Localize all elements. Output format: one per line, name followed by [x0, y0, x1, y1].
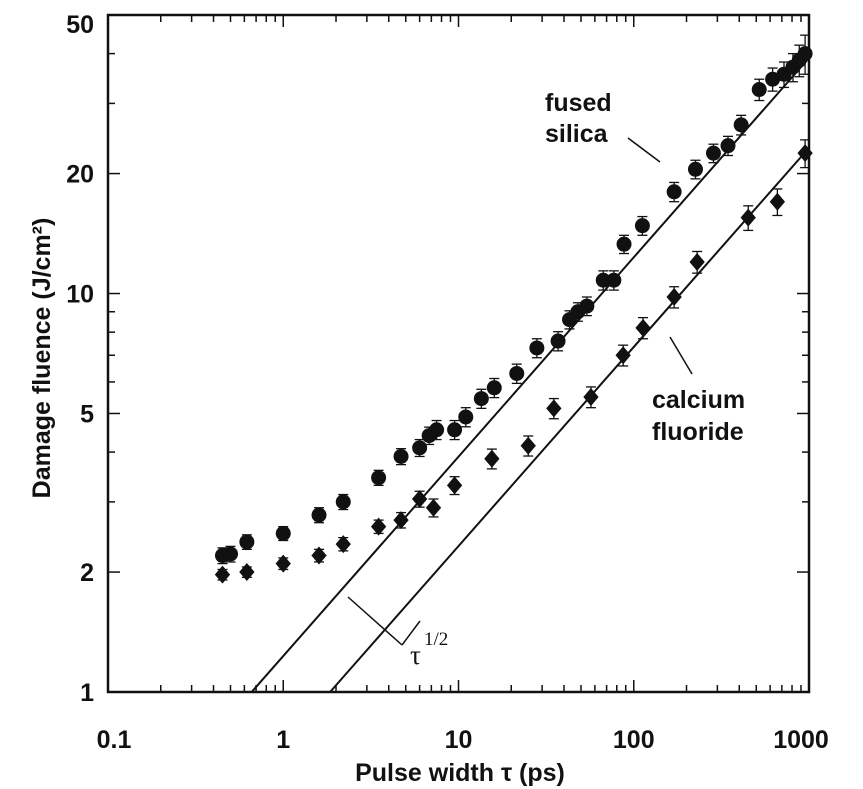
y-tick-label: 50: [66, 11, 94, 39]
x-tick-label: 0.1: [97, 726, 132, 754]
data-point-diamond: [769, 192, 786, 211]
data-point-circle: [687, 161, 703, 177]
data-point-diamond: [446, 476, 463, 495]
fit-line: [250, 57, 810, 693]
data-point-circle: [447, 422, 463, 438]
data-point-diamond: [311, 546, 327, 565]
data-point-circle: [222, 546, 238, 562]
data-point-circle: [509, 365, 525, 381]
data-point-diamond: [520, 436, 536, 455]
data-point-diamond: [335, 535, 351, 554]
fit-line: [329, 147, 810, 693]
data-point-circle: [311, 507, 327, 523]
x-tick-label: 1: [276, 726, 290, 754]
y-tick-label: 10: [66, 281, 94, 309]
y-axis-title: Damage fluence (J/cm²): [28, 218, 56, 499]
annotation-tau-pointer-right: [401, 620, 421, 646]
annotation-fused-silica-pointer: [627, 137, 661, 163]
data-point-diamond: [370, 517, 387, 536]
data-point-diamond: [214, 565, 231, 584]
data-point-circle: [486, 380, 502, 396]
y-tick-label: 20: [66, 161, 94, 189]
data-point-diamond: [740, 208, 756, 227]
data-point-circle: [429, 422, 445, 438]
annotation-tau-pointer-left: [347, 596, 403, 646]
data-point-circle: [595, 272, 611, 288]
data-point-circle: [458, 409, 474, 425]
data-point-diamond: [411, 490, 428, 509]
data-point-diamond: [666, 288, 682, 307]
data-point-diamond: [484, 449, 500, 468]
annotation-calcium: calcium: [652, 386, 745, 414]
data-point-diamond: [425, 498, 442, 517]
data-point-circle: [666, 184, 682, 200]
annotation-calcium-fluoride-pointer: [669, 336, 693, 375]
data-point-circle: [616, 236, 632, 252]
data-point-diamond: [583, 387, 599, 406]
data-point-circle: [705, 145, 721, 161]
data-point-circle: [335, 494, 351, 510]
series-circle: [214, 34, 813, 565]
data-point-diamond: [275, 554, 291, 573]
data-point-circle: [765, 71, 781, 87]
data-point-circle: [275, 525, 291, 541]
data-point-circle: [579, 298, 595, 314]
x-tick-label: 1000: [773, 726, 829, 754]
series-diamond: [214, 139, 813, 584]
data-point-circle: [550, 333, 566, 349]
data-point-diamond: [239, 563, 255, 582]
data-point-circle: [733, 117, 749, 133]
x-axis-title: Pulse width τ (ps): [355, 759, 565, 787]
data-point-circle: [529, 340, 545, 356]
annotation-fused: fused: [545, 89, 612, 117]
data-point-circle: [393, 448, 409, 464]
data-point-circle: [412, 440, 428, 456]
data-point-diamond: [546, 399, 562, 418]
y-tick-label: 2: [80, 559, 94, 587]
data-point-diamond: [635, 318, 651, 337]
data-point-diamond: [689, 252, 705, 271]
data-point-circle: [751, 82, 767, 98]
annotation-silica: silica: [545, 120, 609, 148]
x-tick-label: 10: [445, 726, 473, 754]
data-points-layer: [214, 34, 813, 584]
y-tick-label: 1: [80, 679, 94, 707]
annotation-fluoride: fluoride: [652, 418, 744, 446]
y-tick-label: 5: [80, 400, 94, 428]
fit-lines-layer: [250, 57, 810, 693]
data-point-circle: [239, 534, 255, 550]
data-point-circle: [371, 470, 387, 486]
x-tick-label: 100: [613, 726, 655, 754]
data-point-circle: [473, 391, 489, 407]
annotation-tau: τ: [410, 640, 421, 670]
data-point-diamond: [615, 346, 631, 365]
data-point-circle: [606, 272, 622, 288]
plot-frame: [106, 13, 811, 694]
axis-ticks-layer: [107, 14, 810, 693]
data-point-diamond: [393, 511, 409, 530]
data-point-circle: [634, 218, 650, 234]
data-point-circle: [720, 138, 736, 154]
annotation-tau-exponent: 1/2: [424, 629, 448, 650]
